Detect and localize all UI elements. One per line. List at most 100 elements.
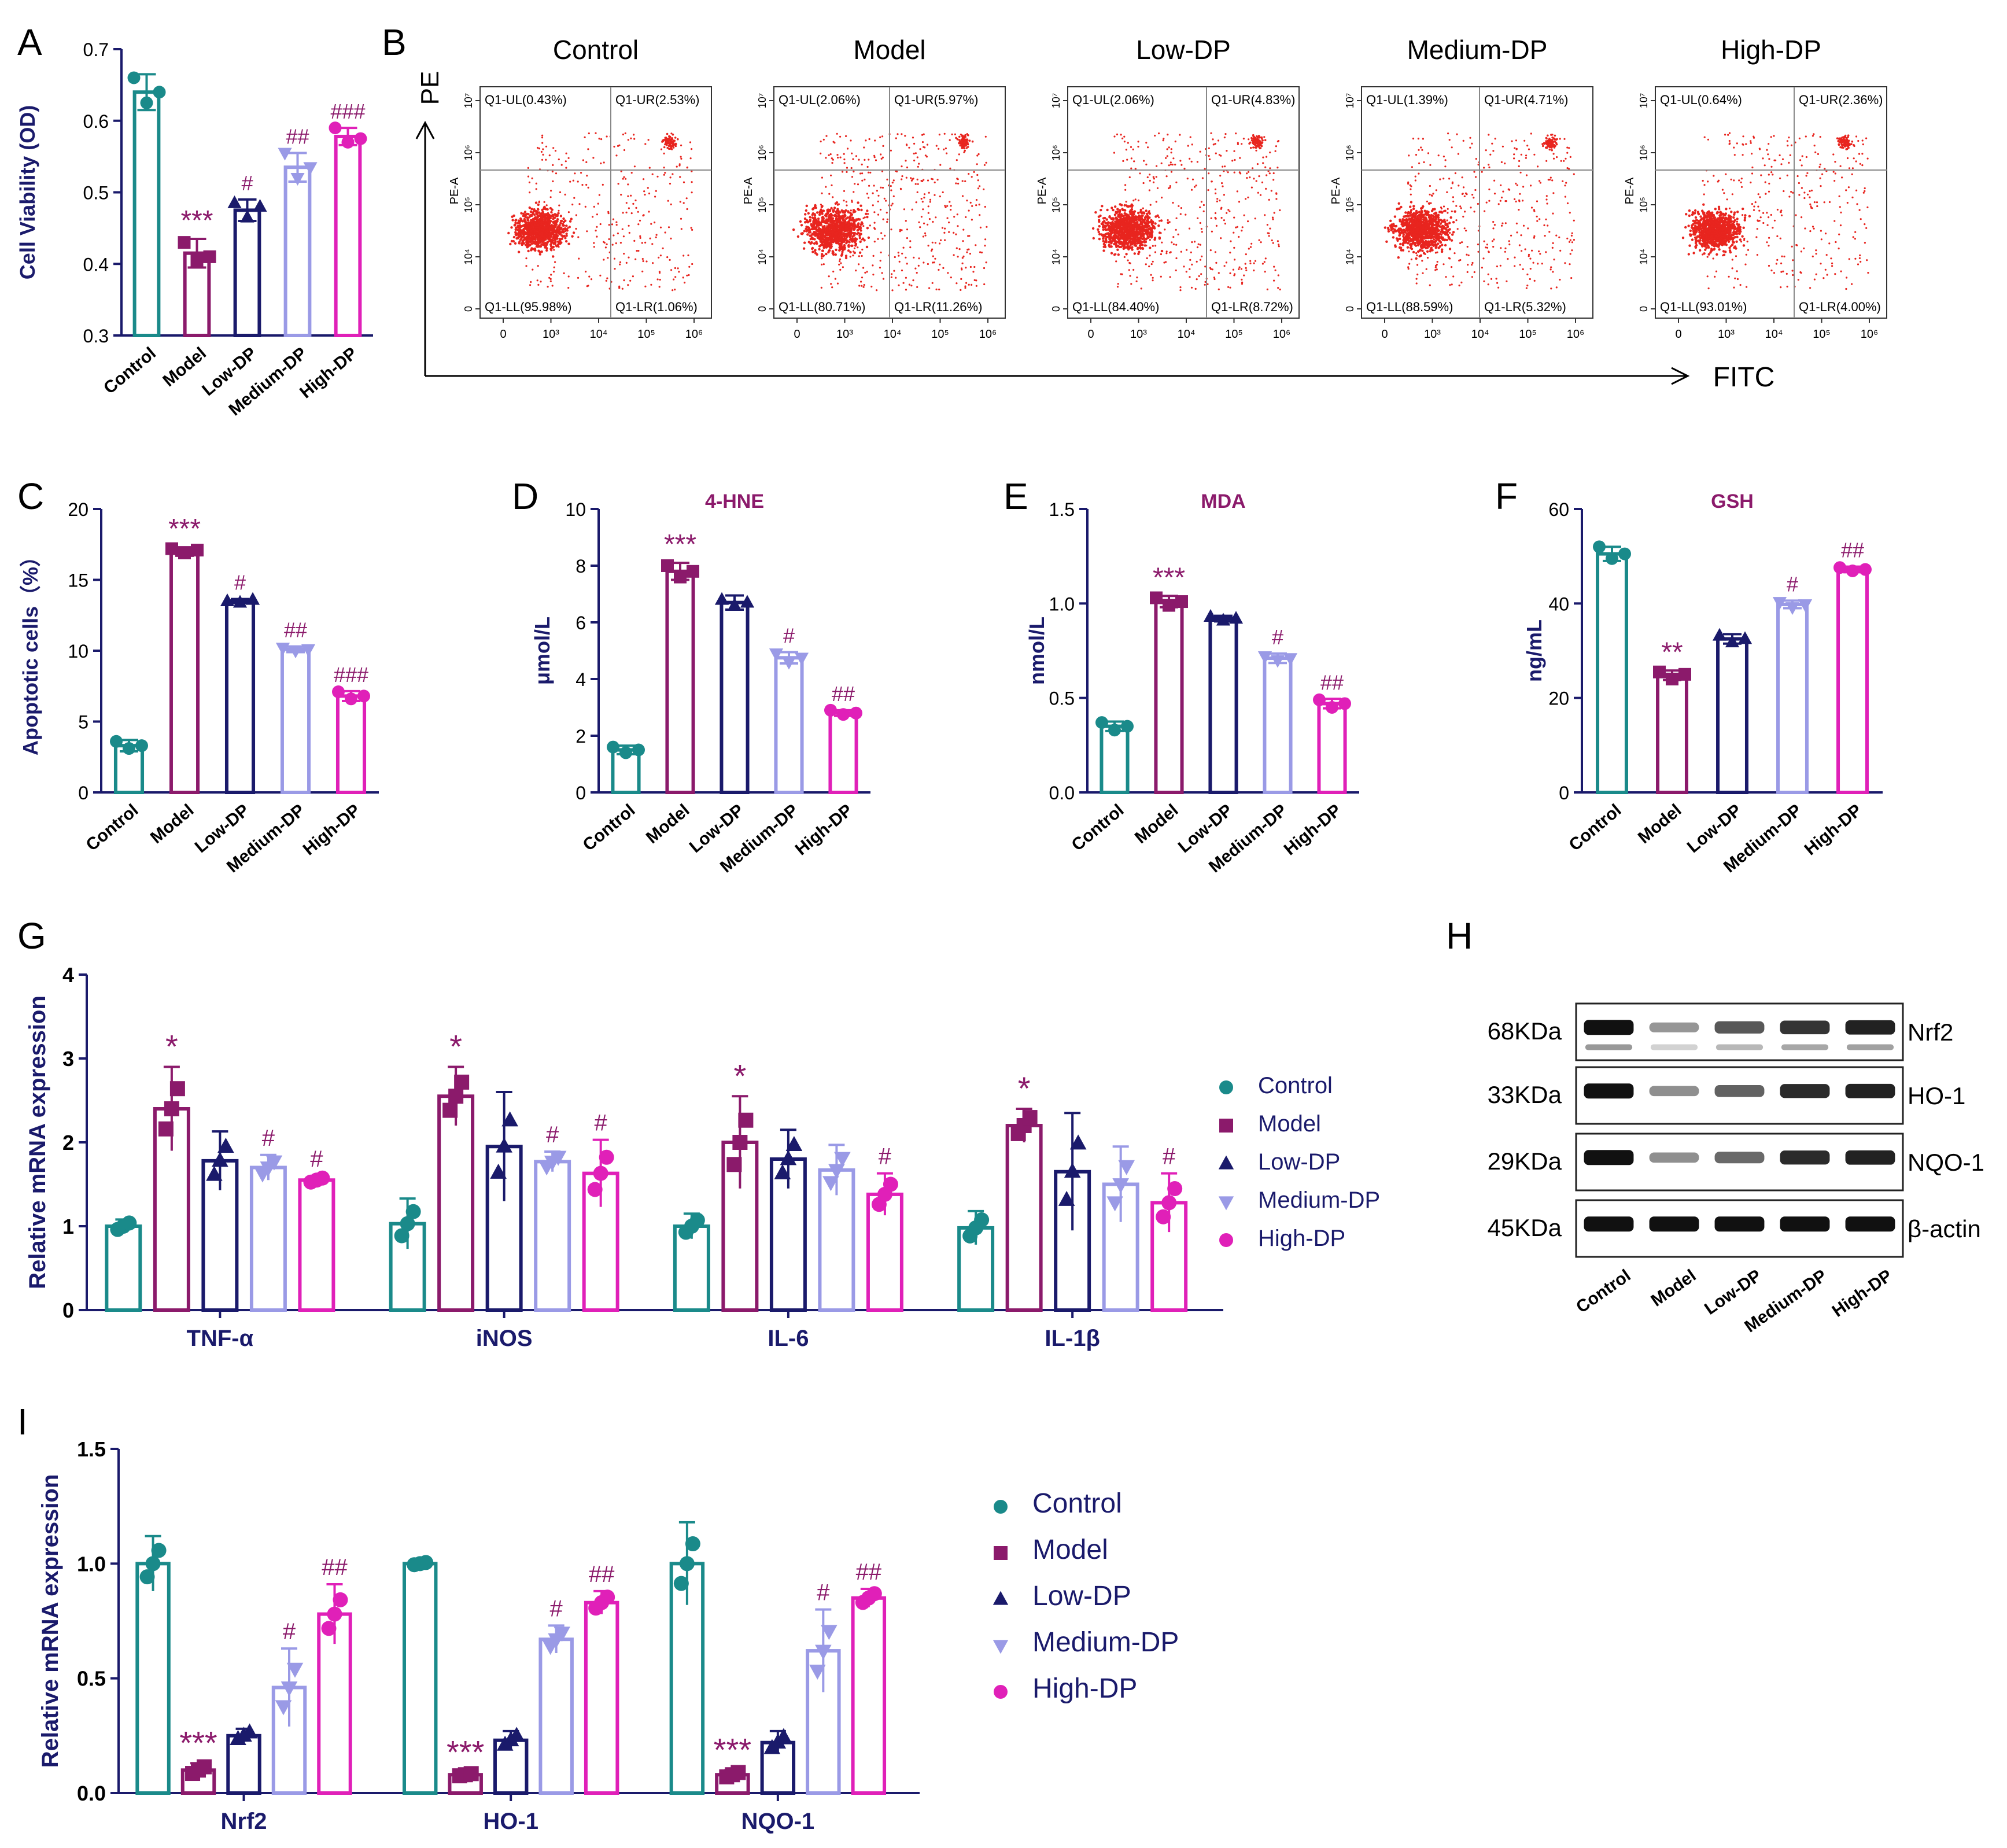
event-dot [971,176,973,178]
event-dot [853,171,855,173]
event-dot [1253,270,1255,272]
event-dot [840,224,843,228]
event-dot [915,201,917,204]
event-dot [1216,200,1218,202]
significance-mark: *** [447,1733,484,1770]
event-dot [648,192,651,195]
event-dot [845,217,847,220]
event-dot [839,227,842,230]
data-point [301,644,316,657]
event-dot [848,234,851,237]
event-dot [1227,171,1229,174]
y-tick-label: 0.0 [77,1781,106,1805]
event-dot [567,157,570,159]
event-dot [1116,286,1119,288]
event-dot [549,215,553,217]
event-dot [811,238,814,241]
event-dot [853,222,855,224]
event-dot [968,283,970,286]
event-dot [851,245,854,247]
event-dot [554,229,556,233]
event-dot [630,137,632,139]
event-dot [893,270,895,272]
event-dot [825,243,828,245]
panel-label-I: I [17,1401,28,1443]
event-dot [641,242,643,244]
event-dot [1116,133,1119,135]
event-dot [851,176,854,178]
event-dot [651,173,654,175]
event-dot [537,203,540,206]
event-dot [615,242,617,245]
event-dot [1104,224,1106,227]
event-dot [543,223,546,226]
event-dot [1211,268,1213,271]
x-tick-label: Control [580,801,639,855]
x-tick-label: IL-1β [1045,1326,1100,1351]
data-point [1022,1110,1038,1126]
event-dot [667,226,670,228]
event-dot [1189,136,1191,138]
event-dot [821,257,823,260]
event-dot [800,233,804,235]
event-dot [603,161,605,164]
y-tick-label: 10 [565,499,586,520]
event-dot [599,223,602,226]
event-dot [882,278,885,280]
event-dot [1154,215,1157,218]
event-dot [847,249,850,252]
event-dot [1253,262,1255,264]
event-dot [1191,241,1193,244]
bar-Medium-DP [280,647,311,795]
event-dot [858,233,861,235]
event-dot [902,246,905,249]
event-dot [586,175,588,177]
data-point [241,1723,258,1739]
event-dot [574,172,576,175]
event-dot [1277,287,1279,289]
y-tick-label: 10 [68,641,88,662]
data-point [1175,595,1188,608]
event-dot [909,240,912,242]
event-dot [807,212,810,215]
event-dot [1171,241,1173,244]
legend-marker-Medium-DP [993,1640,1009,1654]
event-dot [1139,230,1143,233]
event-dot [908,283,910,286]
event-dot [834,253,838,256]
event-dot [1179,134,1181,136]
data-point [278,147,292,161]
event-dot [838,233,841,235]
event-dot [1179,213,1182,215]
event-dot [669,135,672,138]
event-dot [1161,197,1163,199]
event-dot [828,234,831,237]
data-point [127,71,141,84]
event-dot [548,230,550,233]
event-dot [1274,269,1276,271]
event-dot [1125,253,1128,256]
event-dot [1255,149,1257,152]
event-dot [537,283,540,286]
event-dot [843,200,845,202]
event-dot [891,289,894,292]
event-dot [1259,136,1261,139]
y-tick-label: 0 [78,783,88,803]
event-dot [1180,207,1182,209]
x-tick-label: Model [643,801,693,847]
event-dot [523,217,526,221]
event-dot [844,256,848,260]
event-dot [1150,228,1153,231]
event-dot [679,201,681,203]
event-dot [575,214,578,216]
event-dot [929,198,932,201]
event-dot [1254,260,1257,262]
event-dot [858,263,860,265]
event-dot [825,239,828,242]
event-dot [516,237,519,239]
event-dot [623,149,626,152]
y-tick-label: 10⁷ [463,93,474,109]
data-point [1833,561,1846,574]
event-dot [881,238,884,240]
event-dot [957,182,960,185]
